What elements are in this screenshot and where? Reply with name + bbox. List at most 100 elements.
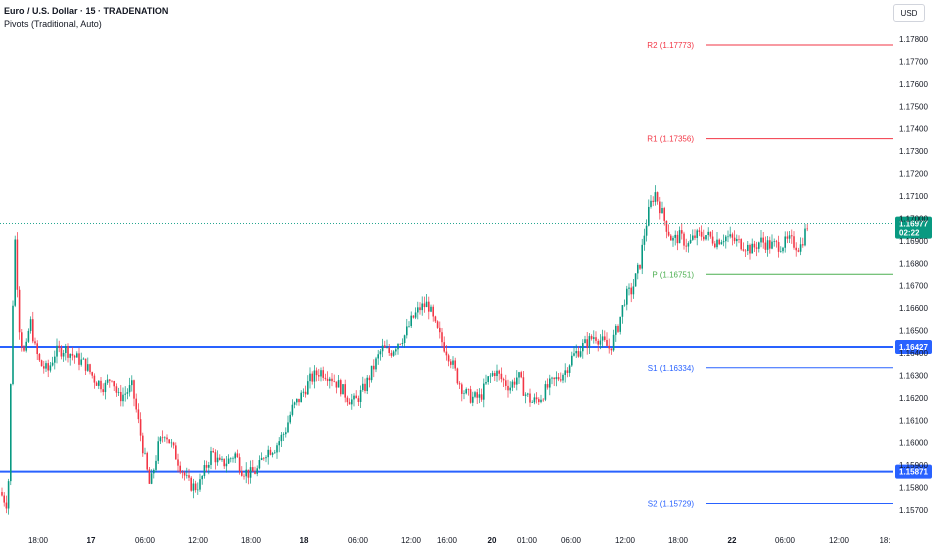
candle-down (304, 385, 307, 398)
candle-body (368, 377, 371, 381)
y-tick-label: 1.17400 (899, 125, 928, 134)
candle-down (749, 243, 751, 260)
candle-body (25, 341, 27, 351)
candle-down (16, 232, 19, 298)
candle-up (417, 301, 419, 320)
candle-down (3, 492, 5, 507)
candle-up (366, 375, 368, 395)
candle-up (410, 311, 412, 329)
candle-up (126, 388, 129, 400)
candle-body (452, 360, 454, 365)
candle-body (639, 264, 641, 269)
candle-up (425, 293, 428, 308)
candle-body (456, 368, 459, 384)
candle-down (23, 345, 25, 353)
candle-up (144, 447, 146, 455)
candle-body (135, 398, 137, 410)
candle-body (95, 382, 98, 386)
candle-body (718, 239, 720, 245)
candle-body (579, 351, 582, 357)
candle-up (720, 239, 723, 245)
candle-up (397, 343, 399, 355)
candle-down (454, 357, 456, 371)
candle-down (326, 371, 329, 386)
candle-down (447, 353, 450, 367)
current-price-label: 1.16977 (899, 220, 928, 229)
candle-up (403, 334, 406, 348)
candle-body (780, 251, 782, 252)
candle-down (461, 382, 463, 402)
candle-down (764, 236, 767, 254)
candle-body (287, 422, 289, 433)
candle-body (502, 379, 505, 381)
candle-up (203, 460, 206, 479)
candle-down (733, 230, 736, 244)
candle-body (304, 391, 307, 395)
currency-button[interactable]: USD (893, 4, 925, 22)
candle-up (76, 351, 78, 358)
candle-body (703, 236, 705, 240)
x-tick-label: 18:00 (28, 536, 49, 545)
x-tick-label: 06:00 (561, 536, 582, 545)
indicator-label[interactable]: Pivots (Traditional, Auto) (4, 19, 102, 29)
candle-body (203, 465, 206, 477)
candle-body (749, 244, 751, 254)
candle-body (205, 465, 208, 468)
x-axis[interactable]: 18:00 17 06:00 12:00 18:00 18 06:00 12:00 16:00 2… (28, 536, 891, 545)
candle-down (133, 379, 135, 407)
candle-down (753, 240, 756, 252)
candle-body (788, 235, 791, 239)
symbol-title[interactable]: Euro / U.S. Dollar · 15 · TRADENATION (4, 6, 169, 16)
candle-up (375, 356, 377, 373)
candle-down (236, 449, 239, 458)
candle-body (458, 383, 461, 385)
candle-body (234, 453, 236, 459)
x-tick-label: 12:00 (401, 536, 422, 545)
candle-down (597, 338, 599, 352)
candle-down (137, 403, 140, 424)
candle-body (707, 231, 709, 236)
candle-body (485, 382, 487, 384)
candle-up (307, 375, 309, 395)
candle-body (689, 239, 692, 244)
candle-body (520, 372, 522, 378)
candle-body (93, 375, 96, 383)
candle-body (509, 387, 511, 391)
candle-down (43, 360, 45, 374)
candle-up (392, 350, 395, 357)
candle-up (626, 285, 628, 311)
candle-body (733, 237, 736, 242)
candle-down (89, 363, 91, 375)
candle-up (210, 446, 212, 470)
candle-body (38, 354, 41, 361)
candle-body (373, 365, 375, 370)
candle-up (87, 357, 89, 372)
candle-up (485, 374, 487, 385)
candle-down (456, 367, 459, 385)
candle-down (18, 286, 21, 340)
candle-body (434, 316, 437, 322)
candle-down (802, 237, 804, 248)
candle-body (188, 475, 190, 478)
candle-down (373, 359, 375, 378)
candle-up (287, 415, 289, 434)
candle-body (104, 382, 107, 393)
candle-up (619, 316, 621, 335)
candle-down (161, 430, 164, 443)
candle-body (705, 235, 707, 240)
candle-up (474, 390, 476, 399)
candle-up (170, 439, 173, 448)
candle-up (280, 432, 283, 447)
candle-down (443, 336, 445, 353)
countdown-label: 02:22 (899, 229, 920, 238)
y-axis[interactable]: 1.17800 1.17700 1.17600 1.17500 1.17400 1.173… (899, 35, 928, 515)
candle-down (428, 296, 430, 320)
candle-down (711, 229, 714, 246)
candle-body (318, 375, 320, 377)
candle-down (219, 454, 221, 461)
candle-body (441, 332, 443, 343)
candle-body (221, 458, 223, 460)
candle-down (346, 395, 349, 406)
candle-body (58, 345, 60, 348)
